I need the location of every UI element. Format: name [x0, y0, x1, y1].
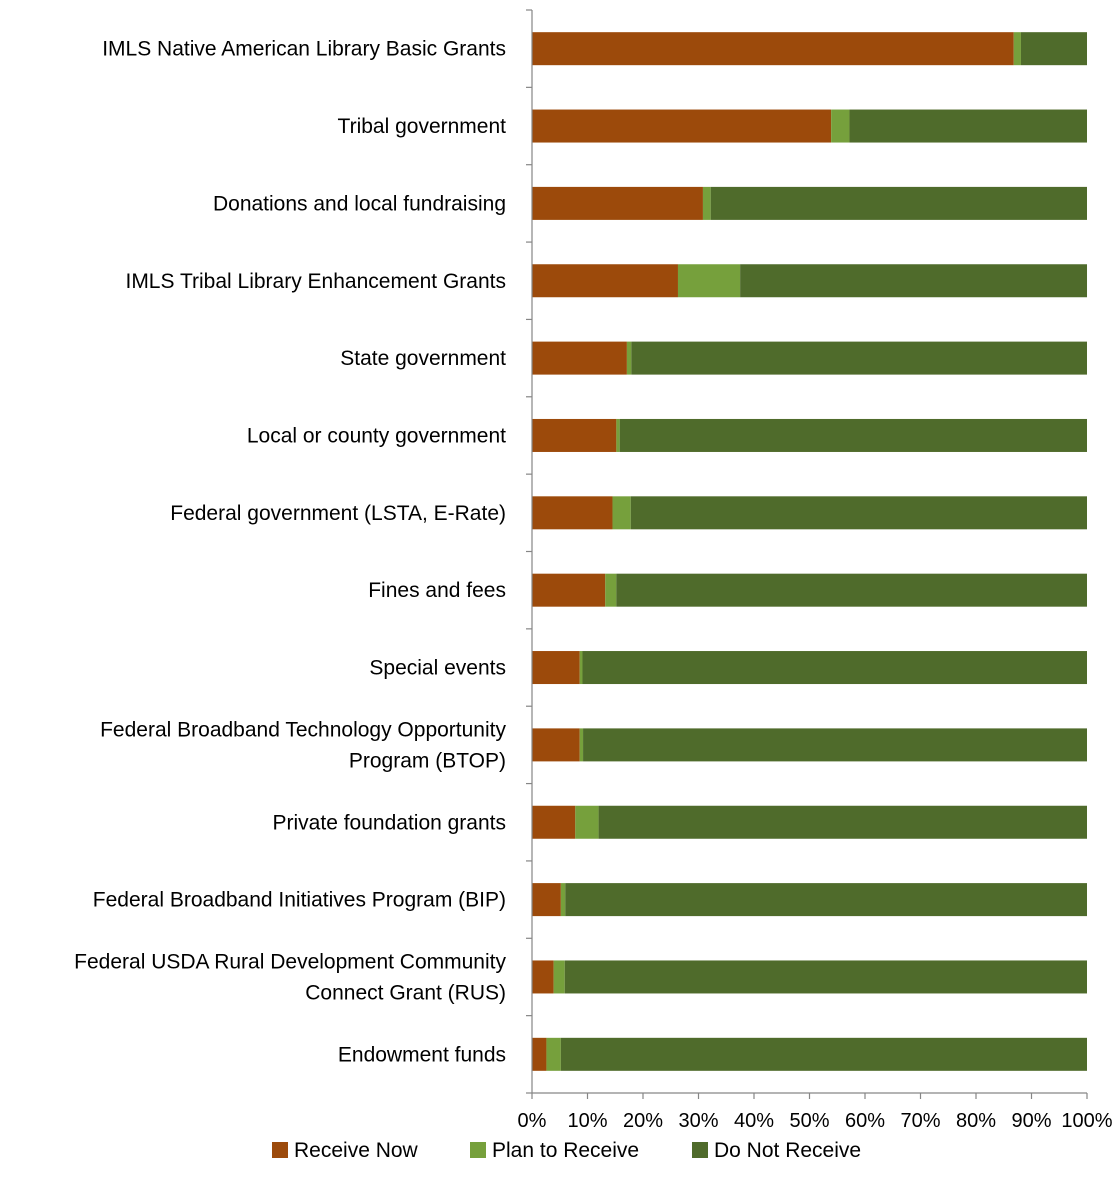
bar-segment: [546, 1037, 561, 1071]
bar-segment: [579, 728, 584, 762]
x-tick-label: 90%: [1011, 1110, 1051, 1132]
legend-swatch: [470, 1142, 486, 1158]
legend-item: Plan to Receive: [470, 1139, 639, 1162]
bar-segment: [532, 186, 703, 220]
bar-segment: [710, 186, 1087, 220]
category-label: Endowment funds: [338, 1043, 506, 1066]
bar-segment: [532, 418, 617, 452]
bar-segment: [532, 960, 554, 994]
legend-item: Receive Now: [272, 1139, 419, 1162]
bar-segment: [616, 418, 620, 452]
bar-segment: [532, 805, 576, 839]
x-tick-label: 0%: [518, 1110, 547, 1132]
bar-segment: [583, 728, 1087, 762]
legend-item: Do Not Receive: [692, 1139, 861, 1162]
bar-segment: [532, 264, 678, 298]
bar-segment: [575, 805, 599, 839]
category-label: Federal Broadband Initiatives Program (B…: [93, 889, 506, 912]
category-label: IMLS Tribal Library Enhancement Grants: [125, 270, 506, 293]
category-label: IMLS Native American Library Basic Grant…: [102, 38, 506, 61]
category-label: Fines and fees: [368, 579, 506, 602]
bar-segment: [532, 341, 627, 375]
x-tick-label: 60%: [845, 1110, 885, 1132]
bar-segment: [532, 1037, 547, 1071]
bar-segment: [626, 341, 632, 375]
bar-segment: [579, 651, 583, 685]
bar-segment: [564, 960, 1087, 994]
bar-segment: [553, 960, 565, 994]
bar-segment: [702, 186, 711, 220]
bar-segment: [740, 264, 1088, 298]
category-label: Private foundation grants: [273, 811, 506, 834]
category-label: Donations and local fundraising: [213, 192, 506, 215]
x-tick-label: 10%: [567, 1110, 607, 1132]
legend-label: Receive Now: [294, 1139, 419, 1162]
category-label: State government: [340, 347, 506, 370]
x-tick-label: 80%: [956, 1110, 996, 1132]
bar-segment: [612, 496, 631, 530]
bar-segment: [532, 651, 580, 685]
x-tick-label: 30%: [678, 1110, 718, 1132]
legend-swatch: [272, 1142, 288, 1158]
bar-segment: [532, 109, 832, 143]
bar-segment: [532, 728, 580, 762]
bar-segment: [831, 109, 850, 143]
x-tick-label: 50%: [789, 1110, 829, 1132]
category-label: Local or county government: [247, 424, 506, 447]
category-label: Federal Broadband Technology Opportunity…: [100, 718, 506, 772]
bar-segment: [598, 805, 1087, 839]
category-label: Federal government (LSTA, E-Rate): [170, 502, 506, 525]
bar-segment: [532, 573, 606, 607]
legend-label: Do Not Receive: [714, 1139, 861, 1162]
bar-segment: [1020, 32, 1087, 66]
bar-segment: [532, 32, 1014, 66]
x-tick-label: 20%: [623, 1110, 663, 1132]
x-tick-label: 100%: [1061, 1110, 1112, 1132]
x-tick-label: 70%: [900, 1110, 940, 1132]
bar-segment: [619, 418, 1087, 452]
bar-segment: [677, 264, 741, 298]
bar-segment: [631, 341, 1087, 375]
bar-segment: [565, 883, 1087, 917]
legend-swatch: [692, 1142, 708, 1158]
legend-label: Plan to Receive: [492, 1139, 639, 1162]
category-label: Special events: [369, 657, 506, 680]
bar-segment: [582, 651, 1087, 685]
category-label: Tribal government: [338, 115, 507, 138]
bar-segment: [630, 496, 1087, 530]
bar-segment: [616, 573, 1087, 607]
category-label: Federal USDA Rural Development Community…: [74, 950, 506, 1004]
bar-segment: [532, 496, 613, 530]
bar-segment: [560, 883, 566, 917]
bar-segment: [849, 109, 1087, 143]
bar-segment: [560, 1037, 1087, 1071]
bar-segment: [532, 883, 561, 917]
bar-segment: [605, 573, 617, 607]
x-tick-label: 40%: [734, 1110, 774, 1132]
bar-segment: [1013, 32, 1021, 66]
